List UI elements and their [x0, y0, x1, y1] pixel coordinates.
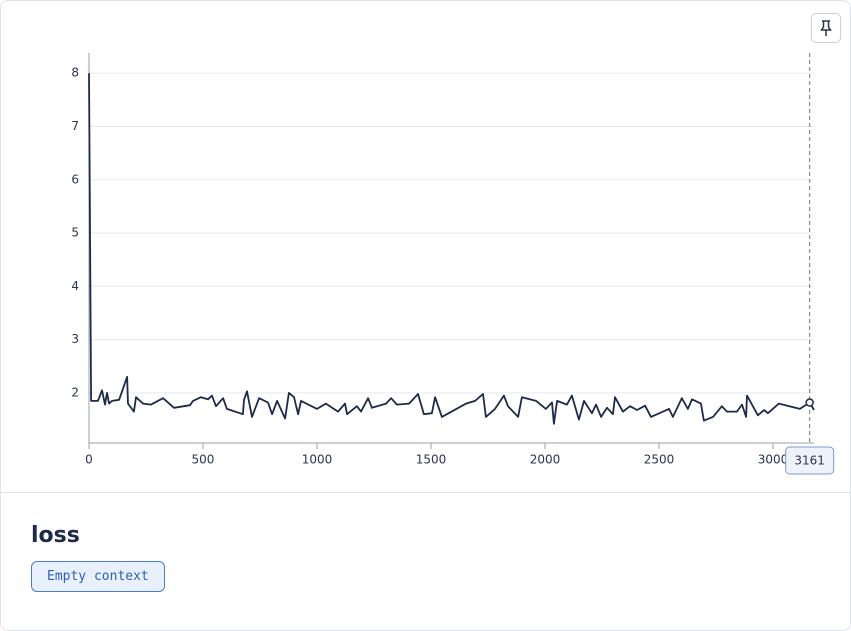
- pin-button[interactable]: [811, 13, 841, 43]
- x-tick-label: 2500: [644, 453, 675, 467]
- hover-point: [805, 398, 814, 407]
- chart: 2 3 4 5 6 7 8 0 500 1000 1500 2000 2500 3000 3161: [71, 53, 835, 475]
- divider: [1, 492, 850, 493]
- line-series: [88, 73, 815, 425]
- pin-icon: [820, 20, 832, 36]
- y-tick-label: 5: [71, 226, 79, 240]
- x-tick-label: 0: [85, 453, 93, 467]
- hover-tooltip: [785, 446, 835, 475]
- y-tick-label: 3: [71, 332, 79, 346]
- x-tick-label: 2000: [530, 453, 561, 467]
- y-tick-label: 8: [71, 66, 79, 80]
- chart-title: loss: [31, 523, 80, 548]
- y-tick-label: 7: [71, 119, 79, 133]
- x-tick-label: 500: [192, 453, 215, 467]
- context-tag[interactable]: Empty context: [31, 561, 165, 592]
- y-tick-label: 2: [71, 385, 79, 399]
- x-tick-label: 1500: [416, 453, 447, 467]
- y-tick-label: 6: [71, 172, 79, 186]
- hover-label: 3161: [794, 454, 825, 468]
- x-tick-label: 1000: [302, 453, 333, 467]
- y-tick-label: 4: [71, 279, 79, 293]
- x-tick-label: 3000: [758, 453, 789, 467]
